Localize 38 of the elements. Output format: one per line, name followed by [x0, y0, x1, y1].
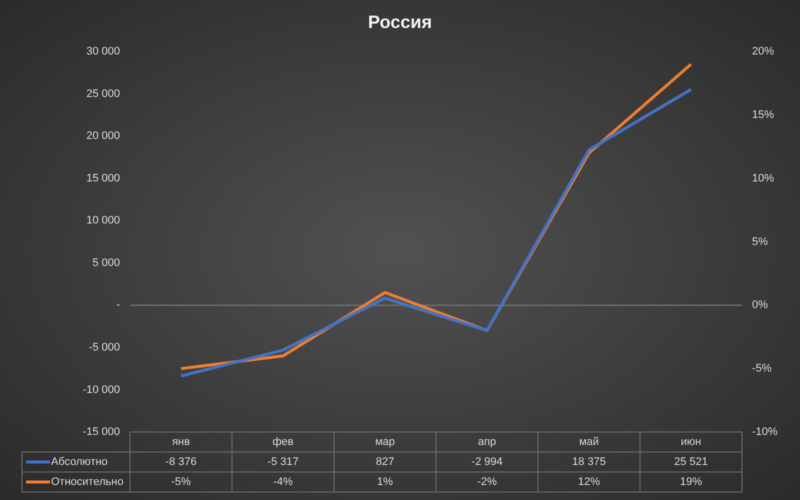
y-tick-label: 15 000	[86, 172, 120, 184]
data-label: 827	[376, 456, 394, 468]
data-label: 1%	[377, 476, 394, 488]
legend-label: Абсолютно	[51, 456, 108, 468]
x-tick-label: мар	[375, 436, 395, 448]
data-label: -2%	[477, 476, 497, 488]
y2-tick-label: 20%	[752, 46, 774, 58]
y2-tick-label: -10%	[752, 426, 778, 438]
x-tick-label: янв	[172, 436, 190, 448]
y2-tick-label: -5%	[752, 362, 772, 375]
x-tick-label: май	[579, 436, 599, 448]
y2-tick-label: 5%	[752, 236, 768, 248]
data-label: -2 994	[471, 456, 503, 468]
y-tick-label: -15 000	[82, 426, 120, 438]
x-tick-label: фев	[272, 436, 294, 448]
data-label: 12%	[578, 476, 600, 488]
y2-tick-label: 0%	[752, 299, 768, 312]
y-tick-label: 10 000	[86, 214, 120, 227]
data-label: -4%	[273, 476, 293, 488]
y-tick-label: -	[116, 299, 120, 312]
data-label: 25 521	[674, 456, 708, 468]
y-tick-label: 5 000	[92, 256, 120, 269]
y-tick-label: 30 000	[86, 46, 120, 58]
x-tick-label: июн	[680, 436, 702, 448]
y-tick-label: 20 000	[86, 130, 120, 142]
y2-tick-label: 15%	[752, 109, 774, 122]
y-tick-label: 25 000	[86, 88, 120, 100]
chart-title: Россия	[368, 12, 432, 32]
data-label: -8 376	[165, 456, 197, 468]
legend-label: Относительно	[51, 476, 124, 488]
data-label: -5 317	[267, 456, 299, 468]
y-tick-label: -10 000	[82, 384, 120, 396]
data-label: 18 375	[572, 456, 606, 468]
y-tick-label: -5 000	[88, 342, 120, 354]
data-label: -5%	[171, 476, 191, 488]
y2-tick-label: 10%	[752, 172, 774, 184]
x-tick-label: апр	[478, 436, 496, 448]
data-label: 19%	[680, 476, 702, 488]
